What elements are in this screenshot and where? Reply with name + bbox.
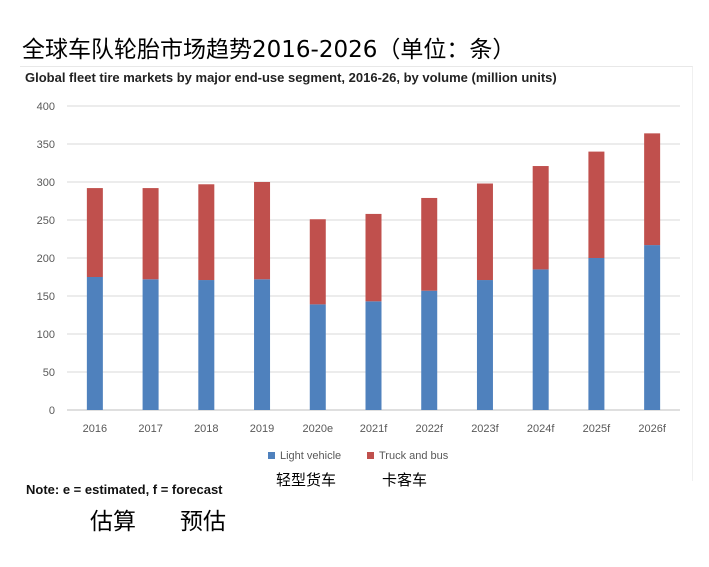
chart-note: Note: e = estimated, f = forecast <box>26 482 223 497</box>
bar-truck-bus-2022f <box>421 197 438 291</box>
y-tick-label-200: 200 <box>37 253 55 265</box>
y-tick-label-250: 250 <box>37 215 55 227</box>
bar-truck-bus-2023f <box>476 183 493 281</box>
bar-truck-bus-2017 <box>142 188 159 280</box>
x-tick-label-2025f: 2025f <box>583 423 611 435</box>
legend-swatch-light-vehicle <box>268 452 275 459</box>
legend: Light vehicle Truck and bus <box>268 450 449 462</box>
bar-truck-bus-2018 <box>198 184 215 281</box>
y-tick-label-300: 300 <box>37 177 55 189</box>
bar-truck-bus-2026f <box>644 133 661 246</box>
x-tick-label-2018: 2018 <box>194 423 218 435</box>
bar-light-vehicle-2025f <box>588 258 605 410</box>
x-tick-label-2017: 2017 <box>138 423 162 435</box>
x-tick-label-2024f: 2024f <box>527 423 555 435</box>
note-zh-estimated: 估算 <box>90 509 136 535</box>
y-tick-label-100: 100 <box>37 329 55 341</box>
y-tick-label-0: 0 <box>49 405 55 417</box>
y-axis: 0 50 100 150 200 250 300 350 400 <box>37 101 55 417</box>
x-tick-label-2023f: 2023f <box>471 423 499 435</box>
legend-label-truck-bus: Truck and bus <box>379 450 449 462</box>
x-tick-label-2020e: 2020e <box>302 423 333 435</box>
y-tick-label-150: 150 <box>37 291 55 303</box>
bar-light-vehicle-2019 <box>254 279 271 410</box>
bar-light-vehicle-2020e <box>309 304 326 410</box>
legend-swatch-truck-bus <box>367 452 374 459</box>
bar-light-vehicle-2024f <box>532 269 549 410</box>
bar-light-vehicle-2017 <box>142 279 159 410</box>
legend-label-zh-truck-bus: 卡客车 <box>382 471 428 489</box>
bar-light-vehicle-2021f <box>365 301 382 410</box>
x-tick-label-2016: 2016 <box>83 423 107 435</box>
bars <box>86 133 661 410</box>
bar-light-vehicle-2026f <box>644 245 661 410</box>
chart-title: Global fleet tire markets by major end-u… <box>25 70 557 85</box>
y-tick-label-400: 400 <box>37 101 55 113</box>
bar-truck-bus-2020e <box>309 219 326 305</box>
x-tick-label-2019: 2019 <box>250 423 274 435</box>
chart-panel <box>20 66 693 481</box>
page-title: 全球车队轮胎市场趋势2016-2026（单位：条） <box>22 37 516 63</box>
x-tick-label-2022f: 2022f <box>415 423 443 435</box>
bar-light-vehicle-2023f <box>476 280 493 410</box>
bar-light-vehicle-2022f <box>421 290 438 410</box>
y-tick-label-50: 50 <box>43 367 55 379</box>
bar-truck-bus-2016 <box>86 188 103 277</box>
bar-truck-bus-2021f <box>365 213 382 302</box>
x-tick-label-2021f: 2021f <box>360 423 388 435</box>
bar-light-vehicle-2016 <box>86 277 103 410</box>
bar-truck-bus-2019 <box>254 182 271 280</box>
y-tick-label-350: 350 <box>37 139 55 151</box>
bar-light-vehicle-2018 <box>198 280 215 410</box>
legend-label-zh-light-vehicle: 轻型货车 <box>276 471 337 489</box>
note-zh-forecast: 预估 <box>180 509 226 535</box>
x-axis: 2016 2017 2018 2019 2020e 2021f 2022f 2023f 2024… <box>83 423 667 435</box>
bar-truck-bus-2025f <box>588 151 605 258</box>
x-tick-label-2026f: 2026f <box>638 423 666 435</box>
bar-truck-bus-2024f <box>532 166 549 270</box>
legend-label-light-vehicle: Light vehicle <box>280 450 341 462</box>
